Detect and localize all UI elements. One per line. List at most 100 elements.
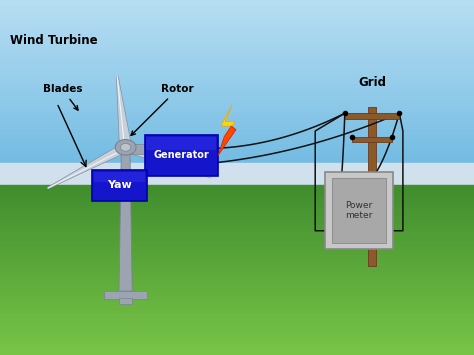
Bar bbox=[0, 148, 474, 152]
Bar bbox=[0, 244, 474, 248]
Bar bbox=[0, 283, 474, 287]
Text: Generator: Generator bbox=[154, 150, 209, 160]
Bar bbox=[0, 138, 474, 143]
Bar bbox=[0, 219, 474, 223]
Bar bbox=[0, 55, 474, 60]
Bar bbox=[352, 137, 392, 142]
Bar bbox=[0, 317, 474, 321]
Bar bbox=[0, 223, 474, 227]
Bar bbox=[0, 14, 474, 18]
Text: Power
meter: Power meter bbox=[346, 201, 373, 220]
Bar bbox=[145, 135, 218, 176]
Bar bbox=[0, 308, 474, 312]
Bar bbox=[0, 51, 474, 55]
Bar bbox=[0, 291, 474, 295]
Bar bbox=[0, 342, 474, 346]
Bar bbox=[0, 88, 474, 92]
Bar bbox=[0, 115, 474, 120]
Bar bbox=[0, 266, 474, 270]
Bar bbox=[0, 312, 474, 317]
Bar bbox=[0, 78, 474, 83]
Bar bbox=[0, 102, 474, 106]
Bar bbox=[0, 32, 474, 37]
Bar bbox=[104, 291, 147, 299]
Bar bbox=[0, 106, 474, 111]
Bar bbox=[0, 69, 474, 74]
Bar bbox=[0, 143, 474, 148]
Bar bbox=[94, 172, 145, 182]
Bar bbox=[0, 295, 474, 300]
Bar bbox=[0, 189, 474, 193]
Bar bbox=[0, 206, 474, 210]
Bar bbox=[0, 185, 474, 189]
Bar bbox=[368, 106, 376, 266]
Bar bbox=[0, 278, 474, 283]
Bar bbox=[146, 137, 216, 151]
Bar bbox=[345, 113, 399, 119]
Bar bbox=[0, 202, 474, 206]
Bar bbox=[332, 178, 386, 243]
Bar bbox=[0, 236, 474, 240]
Bar bbox=[0, 18, 474, 23]
Bar bbox=[0, 231, 474, 236]
Bar bbox=[0, 37, 474, 42]
Bar bbox=[0, 261, 474, 266]
Bar bbox=[0, 120, 474, 125]
Bar bbox=[0, 171, 474, 175]
Bar bbox=[0, 180, 474, 185]
Bar bbox=[0, 163, 474, 199]
Bar bbox=[0, 321, 474, 325]
Bar bbox=[0, 257, 474, 261]
Bar bbox=[0, 9, 474, 14]
Bar bbox=[126, 144, 145, 154]
Text: Blades: Blades bbox=[43, 84, 82, 110]
Bar bbox=[119, 298, 132, 304]
Bar bbox=[0, 157, 474, 162]
Bar bbox=[0, 0, 474, 5]
Bar bbox=[0, 46, 474, 51]
Bar bbox=[0, 351, 474, 355]
Text: Rotor: Rotor bbox=[131, 84, 194, 135]
Bar bbox=[0, 92, 474, 97]
Bar bbox=[0, 152, 474, 157]
Text: Wind Turbine: Wind Turbine bbox=[10, 34, 98, 47]
Bar bbox=[0, 304, 474, 308]
Polygon shape bbox=[119, 147, 132, 291]
Bar bbox=[0, 300, 474, 304]
Bar bbox=[0, 193, 474, 197]
Bar bbox=[0, 111, 474, 115]
Bar bbox=[0, 166, 474, 171]
Bar bbox=[0, 134, 474, 138]
Bar bbox=[0, 334, 474, 338]
Bar bbox=[0, 214, 474, 219]
Circle shape bbox=[115, 140, 136, 155]
Polygon shape bbox=[123, 143, 212, 178]
Bar bbox=[325, 172, 393, 248]
Bar bbox=[0, 270, 474, 274]
Text: Grid: Grid bbox=[358, 76, 386, 89]
Bar bbox=[0, 253, 474, 257]
Polygon shape bbox=[218, 126, 236, 155]
Bar bbox=[0, 23, 474, 28]
Circle shape bbox=[120, 143, 131, 151]
Bar bbox=[0, 83, 474, 88]
Bar bbox=[0, 42, 474, 46]
Text: Yaw: Yaw bbox=[107, 180, 132, 191]
Bar bbox=[0, 65, 474, 69]
Bar bbox=[0, 60, 474, 65]
Bar bbox=[0, 5, 474, 9]
Bar bbox=[0, 227, 474, 231]
Bar bbox=[92, 170, 147, 201]
Bar bbox=[0, 125, 474, 129]
Bar bbox=[0, 240, 474, 244]
Bar bbox=[0, 338, 474, 342]
Bar bbox=[0, 175, 474, 180]
Bar bbox=[0, 346, 474, 351]
Bar bbox=[0, 162, 474, 166]
Bar bbox=[0, 274, 474, 278]
Polygon shape bbox=[221, 105, 235, 137]
Bar bbox=[0, 74, 474, 78]
Polygon shape bbox=[47, 143, 129, 189]
Bar bbox=[0, 287, 474, 291]
Polygon shape bbox=[117, 77, 132, 148]
